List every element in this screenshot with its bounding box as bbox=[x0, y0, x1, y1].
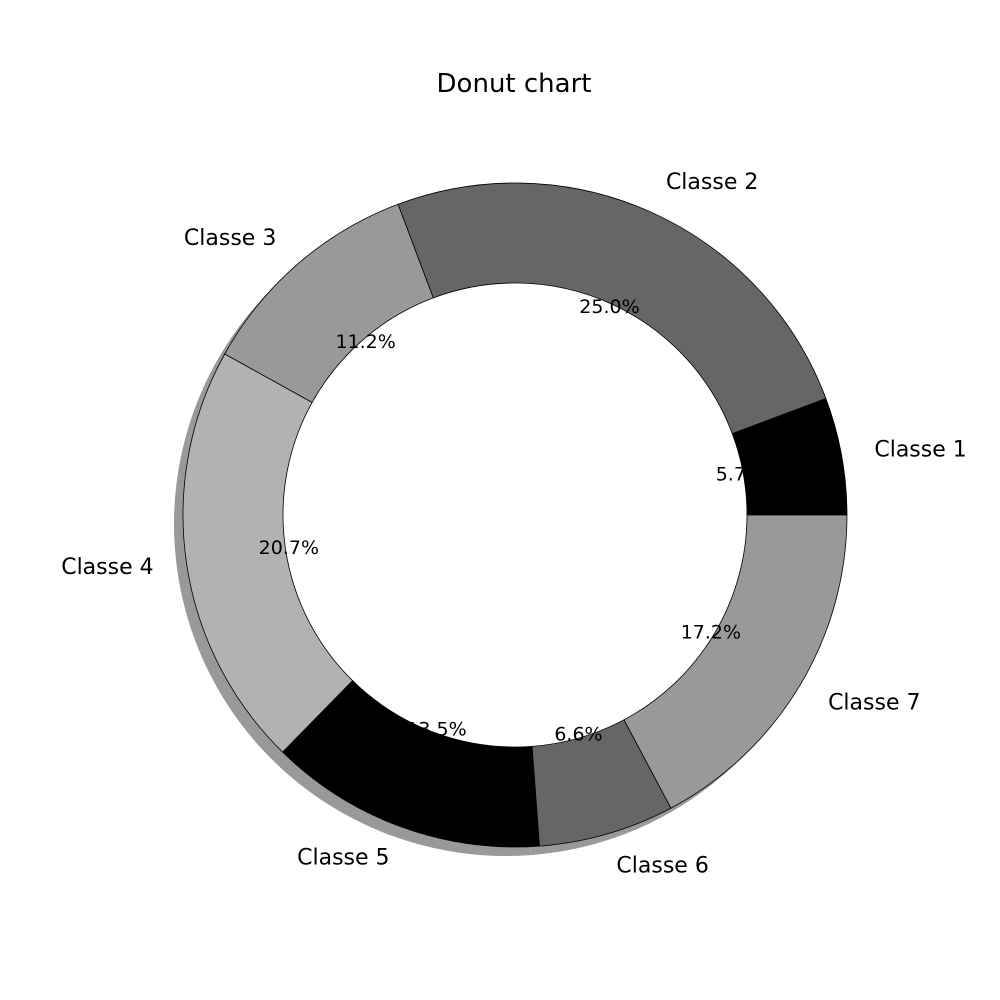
percent-label-classe-4: 20.7% bbox=[259, 537, 319, 559]
percent-label-classe-7: 17.2% bbox=[681, 622, 741, 644]
slice-label-classe-4: Classe 4 bbox=[61, 555, 153, 580]
label-layer: Classe 1 5.7% Classe 2 25.0% Classe 3 11.2% Cl… bbox=[61, 170, 967, 878]
slice-classe-2 bbox=[397, 182, 827, 435]
slice-classe-4 bbox=[182, 353, 354, 753]
slice-label-classe-7: Classe 7 bbox=[828, 691, 920, 716]
slice-label-classe-1: Classe 1 bbox=[874, 437, 966, 462]
donut-hole bbox=[283, 283, 747, 747]
percent-label-classe-5: 13.5% bbox=[406, 719, 466, 741]
chart-title: Donut chart bbox=[437, 69, 592, 99]
slice-label-classe-2: Classe 2 bbox=[666, 170, 758, 195]
wedge-layer bbox=[182, 182, 848, 848]
slice-classe-7 bbox=[623, 514, 848, 809]
percent-label-classe-2: 25.0% bbox=[579, 296, 639, 318]
slice-label-classe-3: Classe 3 bbox=[184, 226, 276, 251]
percent-label-classe-1: 5.7% bbox=[716, 463, 764, 485]
slice-label-classe-6: Classe 6 bbox=[616, 853, 708, 878]
percent-label-classe-6: 6.6% bbox=[554, 724, 602, 746]
percent-label-classe-3: 11.2% bbox=[335, 331, 395, 353]
slice-label-classe-5: Classe 5 bbox=[297, 845, 389, 870]
